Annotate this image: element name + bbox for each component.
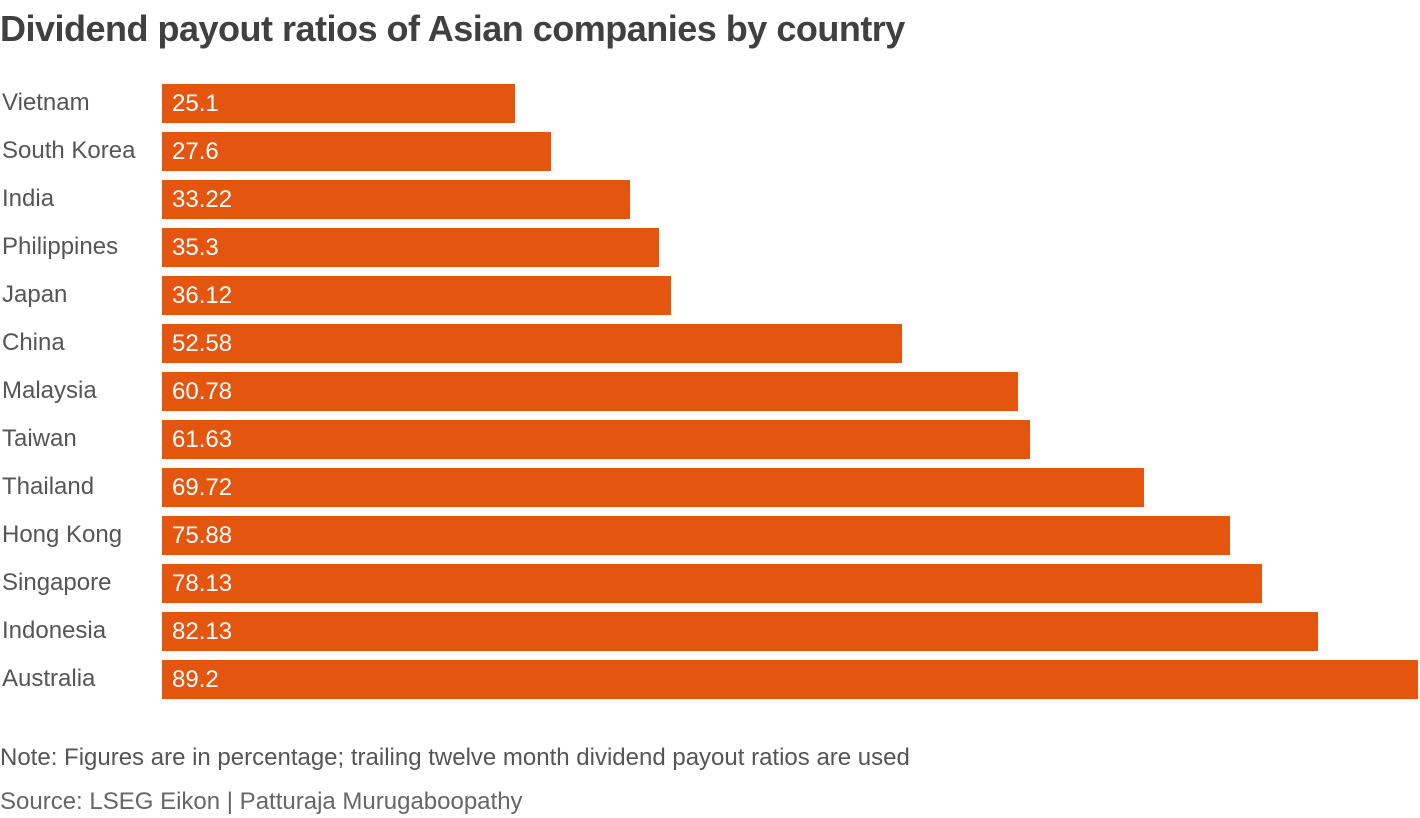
bar-row: Singapore 78.13 bbox=[0, 563, 1420, 603]
chart-note: Note: Figures are in percentage; trailin… bbox=[0, 744, 910, 771]
bar bbox=[162, 324, 903, 363]
bar bbox=[162, 84, 516, 123]
bar-row: Australia 89.2 bbox=[0, 659, 1420, 699]
bar-row: China 52.58 bbox=[0, 323, 1420, 363]
bar bbox=[162, 516, 1231, 555]
bar-row: Japan 36.12 bbox=[0, 275, 1420, 315]
bar-row: South Korea 27.6 bbox=[0, 131, 1420, 171]
bar-row: Vietnam 25.1 bbox=[0, 83, 1420, 123]
bar-row: Indonesia 82.13 bbox=[0, 611, 1420, 651]
bar bbox=[162, 660, 1418, 699]
value-label: 78.13 bbox=[172, 570, 233, 597]
category-label: Indonesia bbox=[2, 617, 107, 644]
category-label: Taiwan bbox=[2, 425, 77, 452]
category-label: Hong Kong bbox=[2, 521, 123, 548]
category-label: South Korea bbox=[2, 137, 136, 164]
value-label: 52.58 bbox=[172, 330, 233, 357]
bar bbox=[162, 180, 630, 219]
value-label: 89.2 bbox=[172, 666, 219, 693]
category-label: Thailand bbox=[2, 473, 95, 500]
chart-title: Dividend payout ratios of Asian companie… bbox=[0, 8, 905, 49]
category-label: China bbox=[2, 329, 65, 356]
value-label: 69.72 bbox=[172, 474, 233, 501]
bar bbox=[162, 228, 660, 267]
category-label: Vietnam bbox=[2, 89, 90, 116]
value-label: 25.1 bbox=[172, 90, 219, 117]
bar bbox=[162, 612, 1319, 651]
value-label: 27.6 bbox=[172, 138, 219, 165]
bar-row: India 33.22 bbox=[0, 179, 1420, 219]
bar bbox=[162, 468, 1144, 507]
category-label: India bbox=[2, 185, 55, 212]
bar bbox=[162, 420, 1030, 459]
value-label: 82.13 bbox=[172, 618, 233, 645]
bar bbox=[162, 276, 671, 315]
bar-row: Thailand 69.72 bbox=[0, 467, 1420, 507]
category-label: Japan bbox=[2, 281, 68, 308]
value-label: 75.88 bbox=[172, 522, 233, 549]
chart-source: Source: LSEG Eikon | Patturaja Murugaboo… bbox=[0, 788, 523, 815]
value-label: 33.22 bbox=[172, 186, 233, 213]
bar-row: Taiwan 61.63 bbox=[0, 419, 1420, 459]
bar-row: Malaysia 60.78 bbox=[0, 371, 1420, 411]
bar-chart: Vietnam 25.1 South Korea 27.6 India 33.22 Phil… bbox=[0, 83, 1420, 703]
bar bbox=[162, 132, 551, 171]
bar-row: Philippines 35.3 bbox=[0, 227, 1420, 267]
bar bbox=[162, 564, 1263, 603]
value-label: 60.78 bbox=[172, 378, 233, 405]
value-label: 61.63 bbox=[172, 426, 233, 453]
bar-row: Hong Kong 75.88 bbox=[0, 515, 1420, 555]
value-label: 36.12 bbox=[172, 282, 233, 309]
value-label: 35.3 bbox=[172, 234, 219, 261]
category-label: Australia bbox=[2, 665, 96, 692]
category-label: Philippines bbox=[2, 233, 119, 260]
bar bbox=[162, 372, 1018, 411]
category-label: Malaysia bbox=[2, 377, 97, 404]
category-label: Singapore bbox=[2, 569, 112, 596]
